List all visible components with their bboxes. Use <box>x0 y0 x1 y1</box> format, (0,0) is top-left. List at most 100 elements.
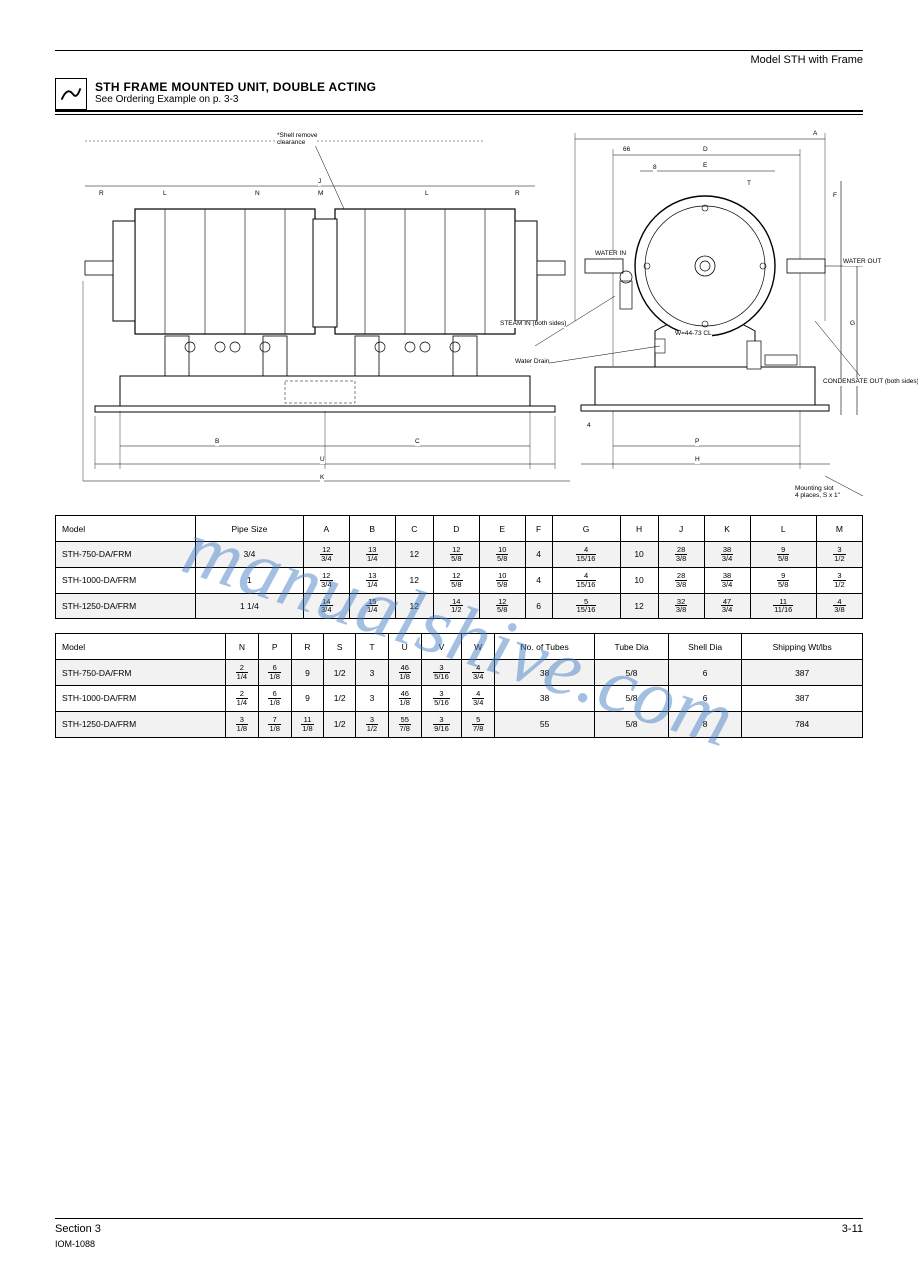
cell: 95/8 <box>750 542 816 568</box>
cell: 4 <box>525 567 552 593</box>
cell: 8 <box>668 711 741 737</box>
table-row: STH-750-DA/FRM3/4123/4131/412125/8105/84… <box>56 542 863 568</box>
cell: 473/4 <box>704 593 750 619</box>
cell: 31/2 <box>356 711 389 737</box>
footer-rule <box>55 1218 863 1219</box>
cell: 39/16 <box>421 711 462 737</box>
cell: 43/4 <box>462 686 495 712</box>
top-rule <box>55 50 863 51</box>
cell: 3 <box>356 660 389 686</box>
cell: 143/4 <box>303 593 349 619</box>
cell: 283/8 <box>658 542 704 568</box>
cell: 415/16 <box>552 542 620 568</box>
cell: 3/4 <box>196 542 304 568</box>
cell-model: STH-1000-DA/FRM <box>56 686 226 712</box>
cell: 12 <box>395 567 433 593</box>
cell: 125/8 <box>433 567 479 593</box>
page-subtitle: See Ordering Example on p. 3-3 <box>95 94 863 105</box>
dim-8: 8 <box>653 165 657 172</box>
cell: 61/8 <box>258 660 291 686</box>
cell: 1 <box>196 567 304 593</box>
title-underline <box>55 114 863 115</box>
callout-mounting-slot: Mounting slot4 places, S x 1" <box>795 486 840 499</box>
cell: 38 <box>495 660 595 686</box>
brand-logo-icon <box>55 78 87 110</box>
cell: 105/8 <box>479 567 525 593</box>
cell: 35/16 <box>421 660 462 686</box>
cell: 1/2 <box>324 686 356 712</box>
cell: 31/2 <box>816 567 862 593</box>
cell: 1111/16 <box>750 593 816 619</box>
cell: 43/8 <box>816 593 862 619</box>
cell: 5/8 <box>595 686 669 712</box>
dim-66: 66 <box>623 147 630 154</box>
footer-section: Section 3 <box>55 1223 101 1235</box>
cell: 31/8 <box>226 711 259 737</box>
cell: 12 <box>620 593 658 619</box>
cell: 131/4 <box>349 567 395 593</box>
cell-model: STH-1250-DA/FRM <box>56 711 226 737</box>
cell: 6 <box>668 660 741 686</box>
cell: 9 <box>291 686 324 712</box>
cell: 125/8 <box>479 593 525 619</box>
cell: 415/16 <box>552 567 620 593</box>
cell-model: STH-750-DA/FRM <box>56 542 196 568</box>
dim-l1: L <box>163 191 167 198</box>
dim-j: J <box>318 179 321 186</box>
cell: 4 <box>525 542 552 568</box>
cell: 61/8 <box>258 686 291 712</box>
cell: 1/2 <box>324 711 356 737</box>
cell-model: STH-750-DA/FRM <box>56 660 226 686</box>
cell: 461/8 <box>388 660 421 686</box>
table-row: STH-1000-DA/FRM1123/4131/412125/8105/844… <box>56 567 863 593</box>
dim-k: K <box>320 475 324 482</box>
page-title: STH FRAME MOUNTED UNIT, DOUBLE ACTING <box>95 80 863 94</box>
dim-4: 4 <box>587 423 591 430</box>
cell: 10 <box>620 567 658 593</box>
cell: 387 <box>742 660 863 686</box>
dim-r2: R <box>515 191 520 198</box>
cell: 21/4 <box>226 686 259 712</box>
cell: 515/16 <box>552 593 620 619</box>
cell: 125/8 <box>433 542 479 568</box>
cell: 131/4 <box>349 542 395 568</box>
cell: 323/8 <box>658 593 704 619</box>
dim-a: A <box>813 131 817 138</box>
dim-h: H <box>695 457 700 464</box>
cell: 387 <box>742 686 863 712</box>
cell: 1 1/4 <box>196 593 304 619</box>
cell: 55 <box>495 711 595 737</box>
dim-u: U <box>320 457 325 464</box>
callout-steam-in: STEAM IN (both sides) <box>500 321 566 328</box>
cell: 95/8 <box>750 567 816 593</box>
cell: 383/4 <box>704 542 750 568</box>
footer-iom: IOM-1088 <box>55 1239 863 1249</box>
cell: 57/8 <box>462 711 495 737</box>
wrench-note: W=44-73 CL <box>675 331 712 338</box>
cell: 31/2 <box>816 542 862 568</box>
dim-t: T <box>747 181 751 188</box>
title-bar: STH FRAME MOUNTED UNIT, DOUBLE ACTING Se… <box>55 78 863 112</box>
cell: 35/16 <box>421 686 462 712</box>
table-row: STH-1250-DA/FRM1 1/4143/4151/412141/2125… <box>56 593 863 619</box>
engineering-drawing: *Shell removeclearance J 8 66 D E A B C … <box>55 121 863 501</box>
dim-p: P <box>695 439 699 446</box>
cell-model: STH-1250-DA/FRM <box>56 593 196 619</box>
cell: 105/8 <box>479 542 525 568</box>
cell: 123/4 <box>303 542 349 568</box>
cell: 5/8 <box>595 711 669 737</box>
dim-m: M <box>318 191 323 198</box>
cell: 6 <box>525 593 552 619</box>
cell: 10 <box>620 542 658 568</box>
cell: 5/8 <box>595 660 669 686</box>
callout-water-in: WATER IN <box>595 251 626 258</box>
dim-g: G <box>850 321 855 328</box>
dim-c: C <box>415 439 420 446</box>
table-header-row: Model Pipe Size A B C D E F G H J K L M <box>56 516 863 542</box>
cell: 12 <box>395 593 433 619</box>
cell: 141/2 <box>433 593 479 619</box>
footer-page: 3-11 <box>842 1223 863 1235</box>
note-shell-remove: *Shell removeclearance <box>277 133 317 146</box>
callout-water-out: WATER OUT <box>843 259 881 266</box>
cell: 3 <box>356 686 389 712</box>
